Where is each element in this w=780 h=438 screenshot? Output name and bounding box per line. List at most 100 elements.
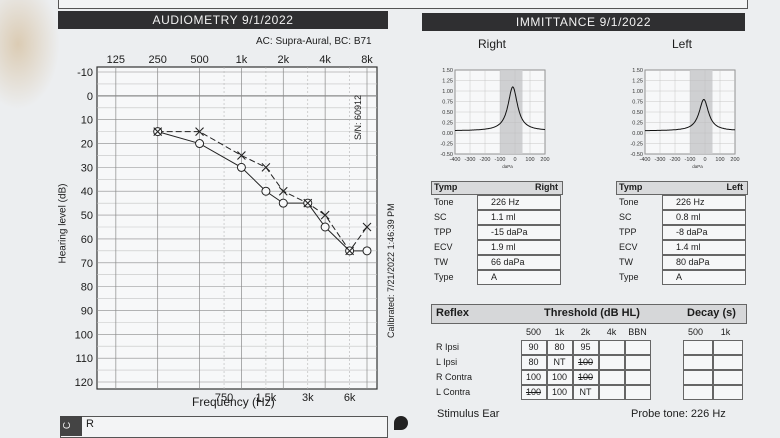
decay-cell-box [683,355,713,370]
tymp-row-value: -15 daPa [491,227,528,237]
tymp-value-box [477,255,561,270]
footer-dark-tab [60,416,82,436]
reflex-cell-box [625,355,651,370]
tymp-xtick: -400 [639,157,650,163]
tymp-xtick: 100 [525,157,534,163]
paper-top-edge [58,0,748,9]
decay-cell-box [713,340,743,355]
tymp-row-label: ECV [619,242,638,252]
tympanogram-right-svg: 1.50 1.25 1.00 0.75 0.50 0.25 0.00 -0.25 -0.50-4… [440,68,549,169]
tymp-ytick: -0.25 [630,142,643,148]
tymp-value-box [662,195,746,210]
reflex-cell-box [573,370,599,385]
reflex-table: Reflex Threshold (dB HL) Decay (s) 500 1k… [431,304,747,404]
freq-label-top: 500 [190,54,208,66]
tymp-ytick: 1.50 [632,68,643,74]
audiogram-svg: 125 250 500 1k 2k 4k 8k 750 1.5k 3k 6k -10 0 10 20 30 40… [75,54,378,404]
data-point-x [237,151,246,160]
reflex-cell-value: 100 [551,372,568,382]
decay-cell-box [713,385,743,400]
reflex-cell-value: 100 [577,357,594,367]
tymp-value-box [477,225,561,240]
decay-col-header: 1k [720,327,731,337]
right-ear-label: Right [478,37,507,51]
db-tick-label: 80 [81,282,93,294]
tymp-row-value: 1.4 ml [676,242,701,252]
reflex-cell-box [521,385,547,400]
db-tick-label: 70 [81,258,93,270]
x-stroke [195,127,204,137]
tymp-row-value: 80 daPa [676,257,710,267]
db-tick-label: 50 [81,210,93,222]
tymp-xtick: 100 [715,157,724,163]
reflex-cell-value: NT [553,357,566,367]
db-tick-label: 110 [75,353,93,365]
tymp-row-label: ECV [434,242,453,252]
tymp-ytick: 0.00 [442,131,453,137]
freq-label-bottom: 750 [215,392,233,404]
tymp-row-label: TW [434,257,448,267]
data-point-x [362,222,372,232]
tymp-xtick: -100 [494,157,505,163]
tymp-ytick: 0.75 [632,100,643,106]
reflex-cell-box [573,355,599,370]
reflex-cell-box [573,385,599,400]
reflex-cell-box [599,355,625,370]
tymp-ytick: -0.50 [440,152,453,158]
calibration-date: Calibrated: 7/21/2022 1:46:39 PM [386,203,396,338]
tymp-value-box [477,240,561,255]
x-stroke [237,151,246,160]
reflex-cell-value: 80 [528,357,539,367]
tymp-row-label: Type [619,272,639,282]
tymp-ytick: 1.25 [442,79,453,85]
db-tick-label: 40 [81,186,93,198]
probe-tone-label: Probe tone: 226 Hz [631,408,726,420]
tymp-ytick: 0.00 [632,131,643,137]
tymp-right-ear: Right [535,182,558,192]
data-point-circle [320,222,330,232]
tymp-ytick: 0.75 [442,100,453,106]
decay-col-header: 500 [687,327,704,337]
tymp-value-box [662,255,746,270]
reflex-col-header: 2k [580,327,591,337]
tymp-row-value: -8 daPa [676,227,708,237]
db-tick-label: 100 [75,329,93,341]
freq-label-bottom: 1.5k [256,392,277,404]
reflex-cell-box [521,370,547,385]
freq-label-top: 125 [107,54,125,66]
stimulus-ear-label: Stimulus Ear [437,408,500,420]
data-point-x [195,127,204,137]
immittance-header: IMMITTANCE 9/1/2022 [422,13,745,31]
tymp-ytick: 1.00 [442,89,453,95]
reflex-row-label: R Ipsi [436,342,460,352]
reflex-header-row [431,304,747,324]
tymp-value-box [662,210,746,225]
data-point-x [320,210,330,220]
freq-label-bottom: 3k [302,392,314,404]
x-stroke [362,222,372,232]
data-point-x [345,246,355,256]
tymp-ytick: 1.25 [632,79,643,85]
tymp-value-box [477,195,561,210]
reflex-cell-value: NT [579,387,592,397]
tymp-value-box [477,270,561,285]
decay-title: Decay (s) [687,307,736,319]
reflex-cell-value: 95 [580,342,591,352]
tymp-row-label: SC [619,212,632,222]
footer-r-label: R [86,418,94,430]
tymp-ytick: 0.25 [632,121,643,127]
tymp-table-left: Tymp Left Tone 226 Hz SC 0.8 ml TPP -8 daPa EC… [616,181,748,285]
tymp-curve [455,86,546,131]
reflex-cell-box [625,385,651,400]
x-axis-label: Frequency (Hz) [192,395,275,409]
tymp-row-label: SC [434,212,447,222]
reflex-title: Reflex [436,307,470,319]
x-stroke [303,198,313,208]
db-tick-label: 120 [75,377,93,389]
tymp-left-ear: Left [726,182,744,192]
reflex-cell-value: 90 [528,342,539,352]
reflex-col-header: BBN [628,327,647,337]
data-point-x [278,186,288,196]
tymp-x-unit: daPa [502,164,513,169]
tymp-left-title: Tymp [619,182,643,192]
